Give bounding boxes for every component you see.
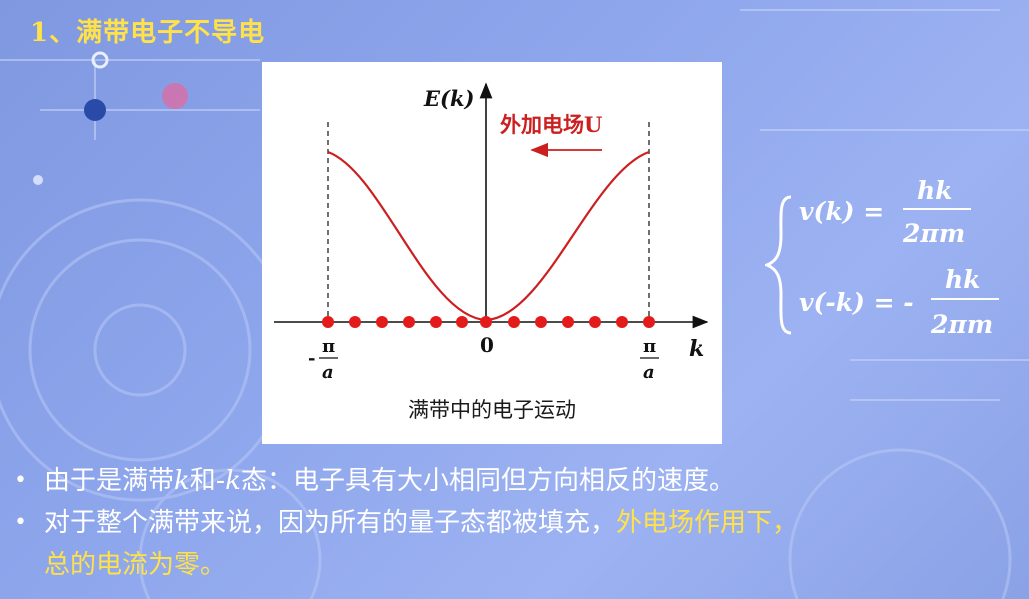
bullet-list: • 由于是满带k和-k态：电子具有大小相同但方向相反的速度。 • 对于整个满带来说，… — [10, 460, 1025, 586]
bullet-2-text-a: 对于整个满带来说，因为所有的量子态都被填充， — [44, 508, 617, 538]
bullet-dot-icon: • — [14, 468, 27, 493]
band-diagram-svg: E(k) 外加电场U k 0 - π a π a — [274, 82, 709, 383]
electron-dot — [376, 316, 388, 328]
figure-caption: 满带中的电子运动 — [408, 398, 576, 422]
energy-band-curve — [327, 150, 650, 322]
bullet-item-2-continued: 总的电流为零。 — [10, 544, 1025, 586]
electron-dot — [403, 316, 415, 328]
eq1-lhs: v(k) = — [799, 197, 884, 226]
bullet-item-1: • 由于是满带k和-k态：电子具有大小相同但方向相反的速度。 — [10, 460, 1025, 502]
electron-dot — [456, 316, 468, 328]
y-axis-label: E(k) — [423, 86, 474, 111]
bullet-dot-icon: • — [14, 510, 27, 535]
eq2-lhs: v(-k) = - — [799, 288, 914, 317]
tick-center: 0 — [480, 333, 494, 357]
electron-dot — [643, 316, 655, 328]
bullet-1-k: k — [174, 466, 190, 496]
bullet-item-2: • 对于整个满带来说，因为所有的量子态都被填充，外电场作用下， — [10, 502, 1025, 544]
electron-dot — [508, 316, 520, 328]
electron-dots — [322, 316, 655, 328]
bullet-1-k2: k — [225, 466, 241, 496]
slide-title: 1、满带电子不导电 — [30, 18, 266, 48]
tick-left-prefix: - — [308, 348, 315, 369]
electron-dot — [616, 316, 628, 328]
electron-dot — [480, 316, 492, 328]
eq2-numerator: hk — [945, 265, 981, 294]
tick-left-den: a — [322, 362, 334, 383]
electron-dot — [562, 316, 574, 328]
electron-dot — [322, 316, 334, 328]
tick-right-num: π — [643, 336, 656, 357]
velocity-formula: v(k) = hk 2πm v(-k) = - hk 2πm — [765, 176, 999, 339]
eq1-denominator: 2πm — [902, 219, 965, 248]
bullet-2-highlight-2: 总的电流为零。 — [44, 550, 227, 580]
eq1-numerator: hk — [917, 176, 953, 205]
eq2-denominator: 2πm — [930, 310, 993, 339]
tick-right-den: a — [643, 362, 655, 383]
bullet-1-text-c: 态：电子具有大小相同但方向相反的速度。 — [240, 466, 735, 496]
electron-dot — [535, 316, 547, 328]
x-axis-label: k — [689, 336, 704, 362]
electron-dot — [349, 316, 361, 328]
electron-dot — [589, 316, 601, 328]
band-diagram: E(k) 外加电场U k 0 - π a π a 满带中的电子运动 — [262, 62, 722, 444]
tick-left-num: π — [322, 336, 335, 357]
bullet-1-text-a: 由于是满带 — [44, 466, 175, 496]
field-label: 外加电场U — [500, 112, 602, 137]
bullet-2-highlight-1: 外电场作用下， — [616, 508, 799, 538]
electron-dot — [430, 316, 442, 328]
bullet-1-text-b: 和- — [189, 466, 226, 496]
brace-icon — [765, 195, 792, 335]
